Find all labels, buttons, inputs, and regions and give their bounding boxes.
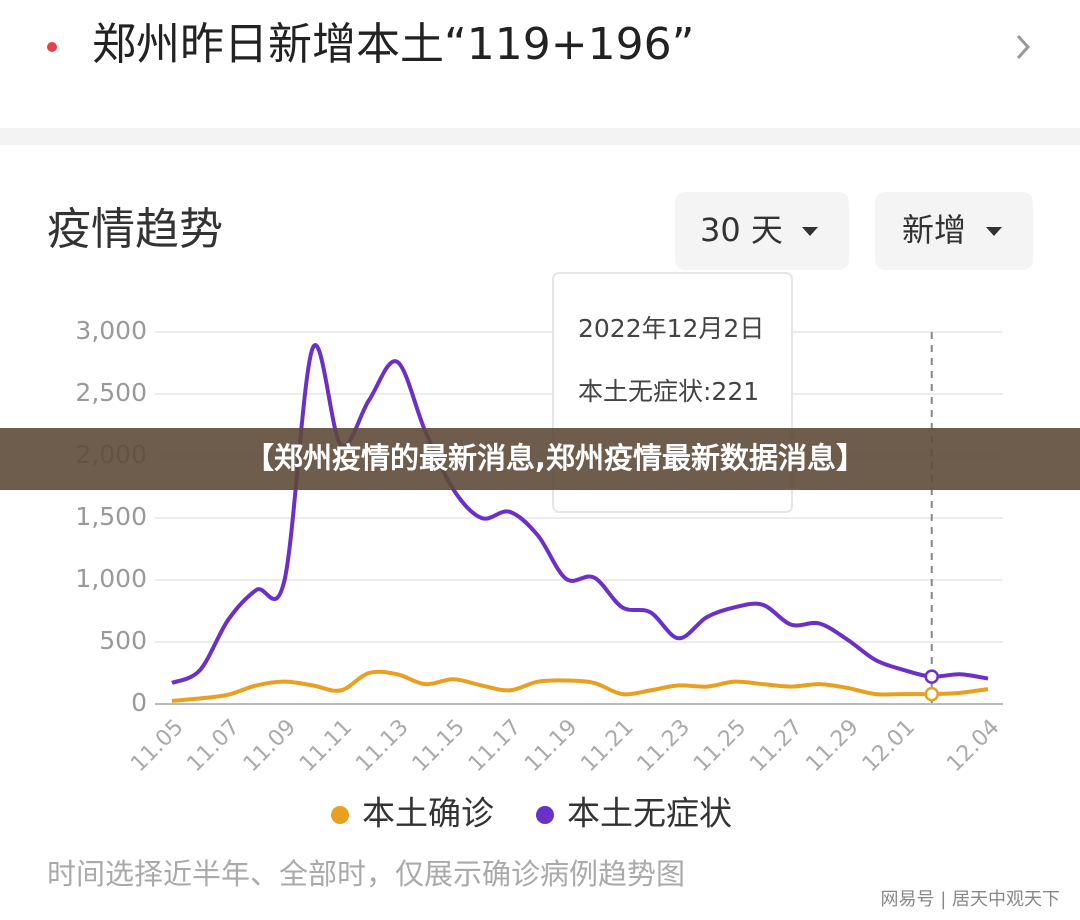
- x-tick-label: 11.15: [408, 715, 470, 777]
- banner-text: 【郑州疫情的最新消息,郑州疫情最新数据消息】: [245, 441, 865, 475]
- section-title: 疫情趋势: [47, 204, 223, 255]
- x-tick-label: 11.27: [745, 715, 807, 777]
- x-tick-label: 11.25: [689, 715, 751, 777]
- headline[interactable]: 郑州昨日新增本土“119+196”: [92, 19, 694, 70]
- plot: 05001,0001,5002,0002,5003,00011.0511.071…: [75, 316, 1004, 777]
- highlight-point: [924, 686, 939, 702]
- x-tick-label: 11.29: [802, 715, 864, 777]
- y-tick-label: 0: [131, 688, 147, 717]
- dropdown-arrow: [986, 227, 1002, 236]
- x-tick-label: 11.23: [633, 715, 695, 777]
- x-tick-label: 11.11: [295, 715, 357, 777]
- range-button[interactable]: [675, 192, 849, 270]
- banner: [0, 428, 1080, 490]
- mode-button[interactable]: [875, 192, 1033, 270]
- highlight-point: [924, 669, 939, 684]
- mode-label[interactable]: 新增: [902, 211, 966, 249]
- divider: [0, 128, 1080, 145]
- bullet: [47, 42, 57, 52]
- legend-label: 本土无症状: [567, 794, 732, 833]
- x-tick-label: 12.01: [858, 715, 920, 777]
- legend: 本土确诊 本土无症状: [331, 794, 732, 833]
- y-tick-label: 1,000: [75, 564, 147, 593]
- tooltip-date: 2022年12月2日: [578, 314, 764, 343]
- legend-marker: [536, 806, 554, 824]
- x-tick-label: 11.17: [464, 715, 526, 777]
- dropdown-arrow: [802, 227, 818, 236]
- range-label[interactable]: 30 天: [700, 211, 783, 249]
- tooltip-text: 本土无症状:221: [578, 377, 759, 406]
- y-tick-label: 3,000: [75, 316, 147, 345]
- series-line: [171, 669, 989, 703]
- footer-note: 时间选择近半年、全部时，仅展示确诊病例趋势图: [47, 857, 685, 891]
- x-tick-label: 11.05: [126, 715, 188, 777]
- watermark: 网易号 | 居天中观天下: [880, 889, 1060, 910]
- x-tick-label: 12.04: [942, 715, 1004, 777]
- chevron[interactable]: [1016, 34, 1031, 60]
- y-tick-label: 500: [99, 626, 147, 655]
- legend-label: 本土确诊: [362, 794, 494, 833]
- x-tick-label: 11.21: [576, 715, 638, 777]
- y-tick-label: 1,500: [75, 502, 147, 531]
- legend-marker: [331, 806, 349, 824]
- x-tick-label: 11.19: [520, 715, 582, 777]
- x-tick-label: 11.09: [239, 715, 301, 777]
- y-tick-label: 2,500: [75, 378, 147, 407]
- x-tick-label: 11.13: [351, 715, 413, 777]
- x-tick-label: 11.07: [183, 715, 245, 777]
